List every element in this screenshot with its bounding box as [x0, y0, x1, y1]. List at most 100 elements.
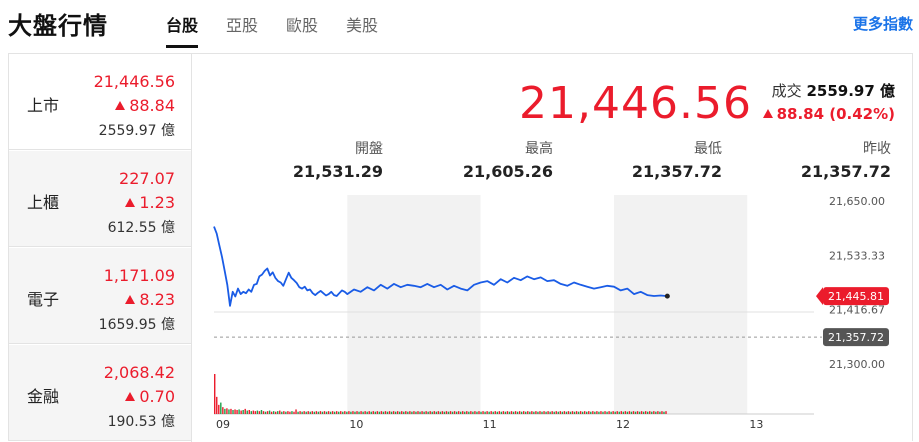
- volume-bar: [535, 411, 537, 414]
- volume-bar: [575, 411, 578, 414]
- volume-bar: [665, 411, 667, 414]
- volume-bar: [468, 411, 470, 414]
- tab-us[interactable]: 美股: [346, 16, 379, 35]
- volume-bar: [437, 411, 440, 414]
- volume-bar: [242, 410, 244, 414]
- sidebar-item-name: 上市: [27, 96, 60, 115]
- volume-bar: [657, 411, 659, 414]
- volume-bar: [488, 411, 490, 414]
- volume-bar: [214, 374, 216, 414]
- volume-bar: [451, 411, 454, 414]
- x-tick-label: 09: [216, 418, 230, 431]
- current-price-pointer: [816, 287, 823, 306]
- volume-bar: [358, 411, 360, 414]
- stat-open: 開盤 21,531.29: [292, 141, 383, 181]
- time-band: [747, 195, 814, 414]
- volume-bar: [270, 411, 273, 414]
- volume-bar: [277, 411, 279, 414]
- volume-bar: [374, 411, 377, 414]
- volume-bar: [335, 411, 338, 414]
- volume-bar: [409, 411, 411, 414]
- sidebar-item-finance[interactable]: 金融 2,068.42 0.70 190.53 億: [9, 345, 191, 441]
- volume-bar: [396, 411, 399, 414]
- up-triangle-icon: [125, 198, 136, 207]
- volume-bar: [583, 411, 586, 414]
- volume-bar: [559, 411, 562, 414]
- volume-bar: [372, 411, 374, 414]
- tab-asia[interactable]: 亞股: [226, 16, 259, 35]
- volume-bar: [274, 411, 277, 414]
- volume-bar: [604, 411, 606, 414]
- time-band: [614, 195, 748, 414]
- volume-bar: [642, 411, 645, 414]
- volume-bar: [624, 411, 627, 414]
- volume-bar: [612, 411, 614, 414]
- volume-bar: [522, 411, 525, 414]
- volume-bar: [482, 411, 484, 414]
- volume-bar: [567, 411, 570, 414]
- volume-bar: [573, 411, 576, 414]
- current-price: 21,446.56: [519, 78, 752, 129]
- volume-bar: [590, 411, 592, 414]
- sidebar-item-electronics[interactable]: 電子 1,171.09 8.23 1659.95 億: [9, 248, 191, 344]
- volume-bar: [327, 411, 330, 414]
- volume-bar: [303, 411, 305, 414]
- volume-bar: [311, 411, 314, 414]
- sidebar-item-listed[interactable]: 上市 21,446.56 88.84 2559.97 億: [9, 54, 191, 150]
- volume-bar: [390, 411, 393, 414]
- volume-bar: [541, 411, 543, 414]
- volume-bar: [272, 411, 275, 414]
- volume-bar: [293, 411, 295, 414]
- volume-bar: [264, 411, 267, 414]
- more-indices-link[interactable]: 更多指數: [852, 15, 913, 33]
- current-price-badge: [823, 287, 889, 306]
- sidebar-item-volume: 2559.97 億: [98, 123, 175, 139]
- volume-bar: [319, 411, 322, 414]
- volume-bar: [663, 411, 665, 414]
- volume-bar: [238, 409, 240, 414]
- volume-bar: [547, 411, 549, 414]
- price-line: [213, 226, 668, 307]
- volume-bar: [234, 409, 236, 414]
- volume-bar: [266, 411, 269, 414]
- volume-bar: [537, 411, 539, 414]
- tab-europe[interactable]: 歐股: [286, 16, 319, 35]
- volume-bar: [240, 410, 242, 414]
- tab-taiwan[interactable]: 台股: [166, 12, 199, 48]
- time-band: [347, 195, 481, 414]
- volume-bar: [494, 411, 496, 414]
- volume-bar: [429, 411, 431, 414]
- sidebar-item-volume: 612.55 億: [107, 220, 175, 236]
- y-tick-label: 21,300.00: [829, 358, 885, 371]
- volume-bar: [350, 411, 352, 414]
- volume-bar: [659, 411, 661, 414]
- volume-bar: [598, 411, 600, 414]
- volume-bar: [299, 411, 301, 414]
- volume-bar: [441, 411, 444, 414]
- volume-bar: [244, 408, 246, 414]
- volume-bar: [600, 411, 602, 414]
- volume-bar: [407, 411, 409, 414]
- prev-close-badge: [823, 328, 889, 347]
- volume-bar: [596, 411, 598, 414]
- sidebar-item-otc[interactable]: 上櫃 227.07 1.23 612.55 億: [9, 151, 191, 247]
- volume-bar: [333, 411, 336, 414]
- volume-bar: [281, 411, 283, 414]
- sidebar-item-volume: 190.53 億: [107, 414, 175, 430]
- volume-bar: [500, 411, 503, 414]
- volume-bar: [411, 411, 413, 414]
- volume-bar: [486, 411, 488, 414]
- volume-bar: [462, 411, 464, 414]
- volume-bar: [382, 411, 385, 414]
- volume-bar: [476, 411, 478, 414]
- volume-bar: [236, 410, 238, 414]
- volume-bar: [323, 411, 326, 414]
- volume-bar: [581, 411, 584, 414]
- volume-bar: [457, 411, 460, 414]
- volume-bar: [421, 411, 423, 414]
- volume-bar: [260, 410, 263, 414]
- volume-bar: [220, 402, 222, 414]
- volume-bar: [403, 411, 405, 414]
- up-triangle-icon: [125, 295, 136, 304]
